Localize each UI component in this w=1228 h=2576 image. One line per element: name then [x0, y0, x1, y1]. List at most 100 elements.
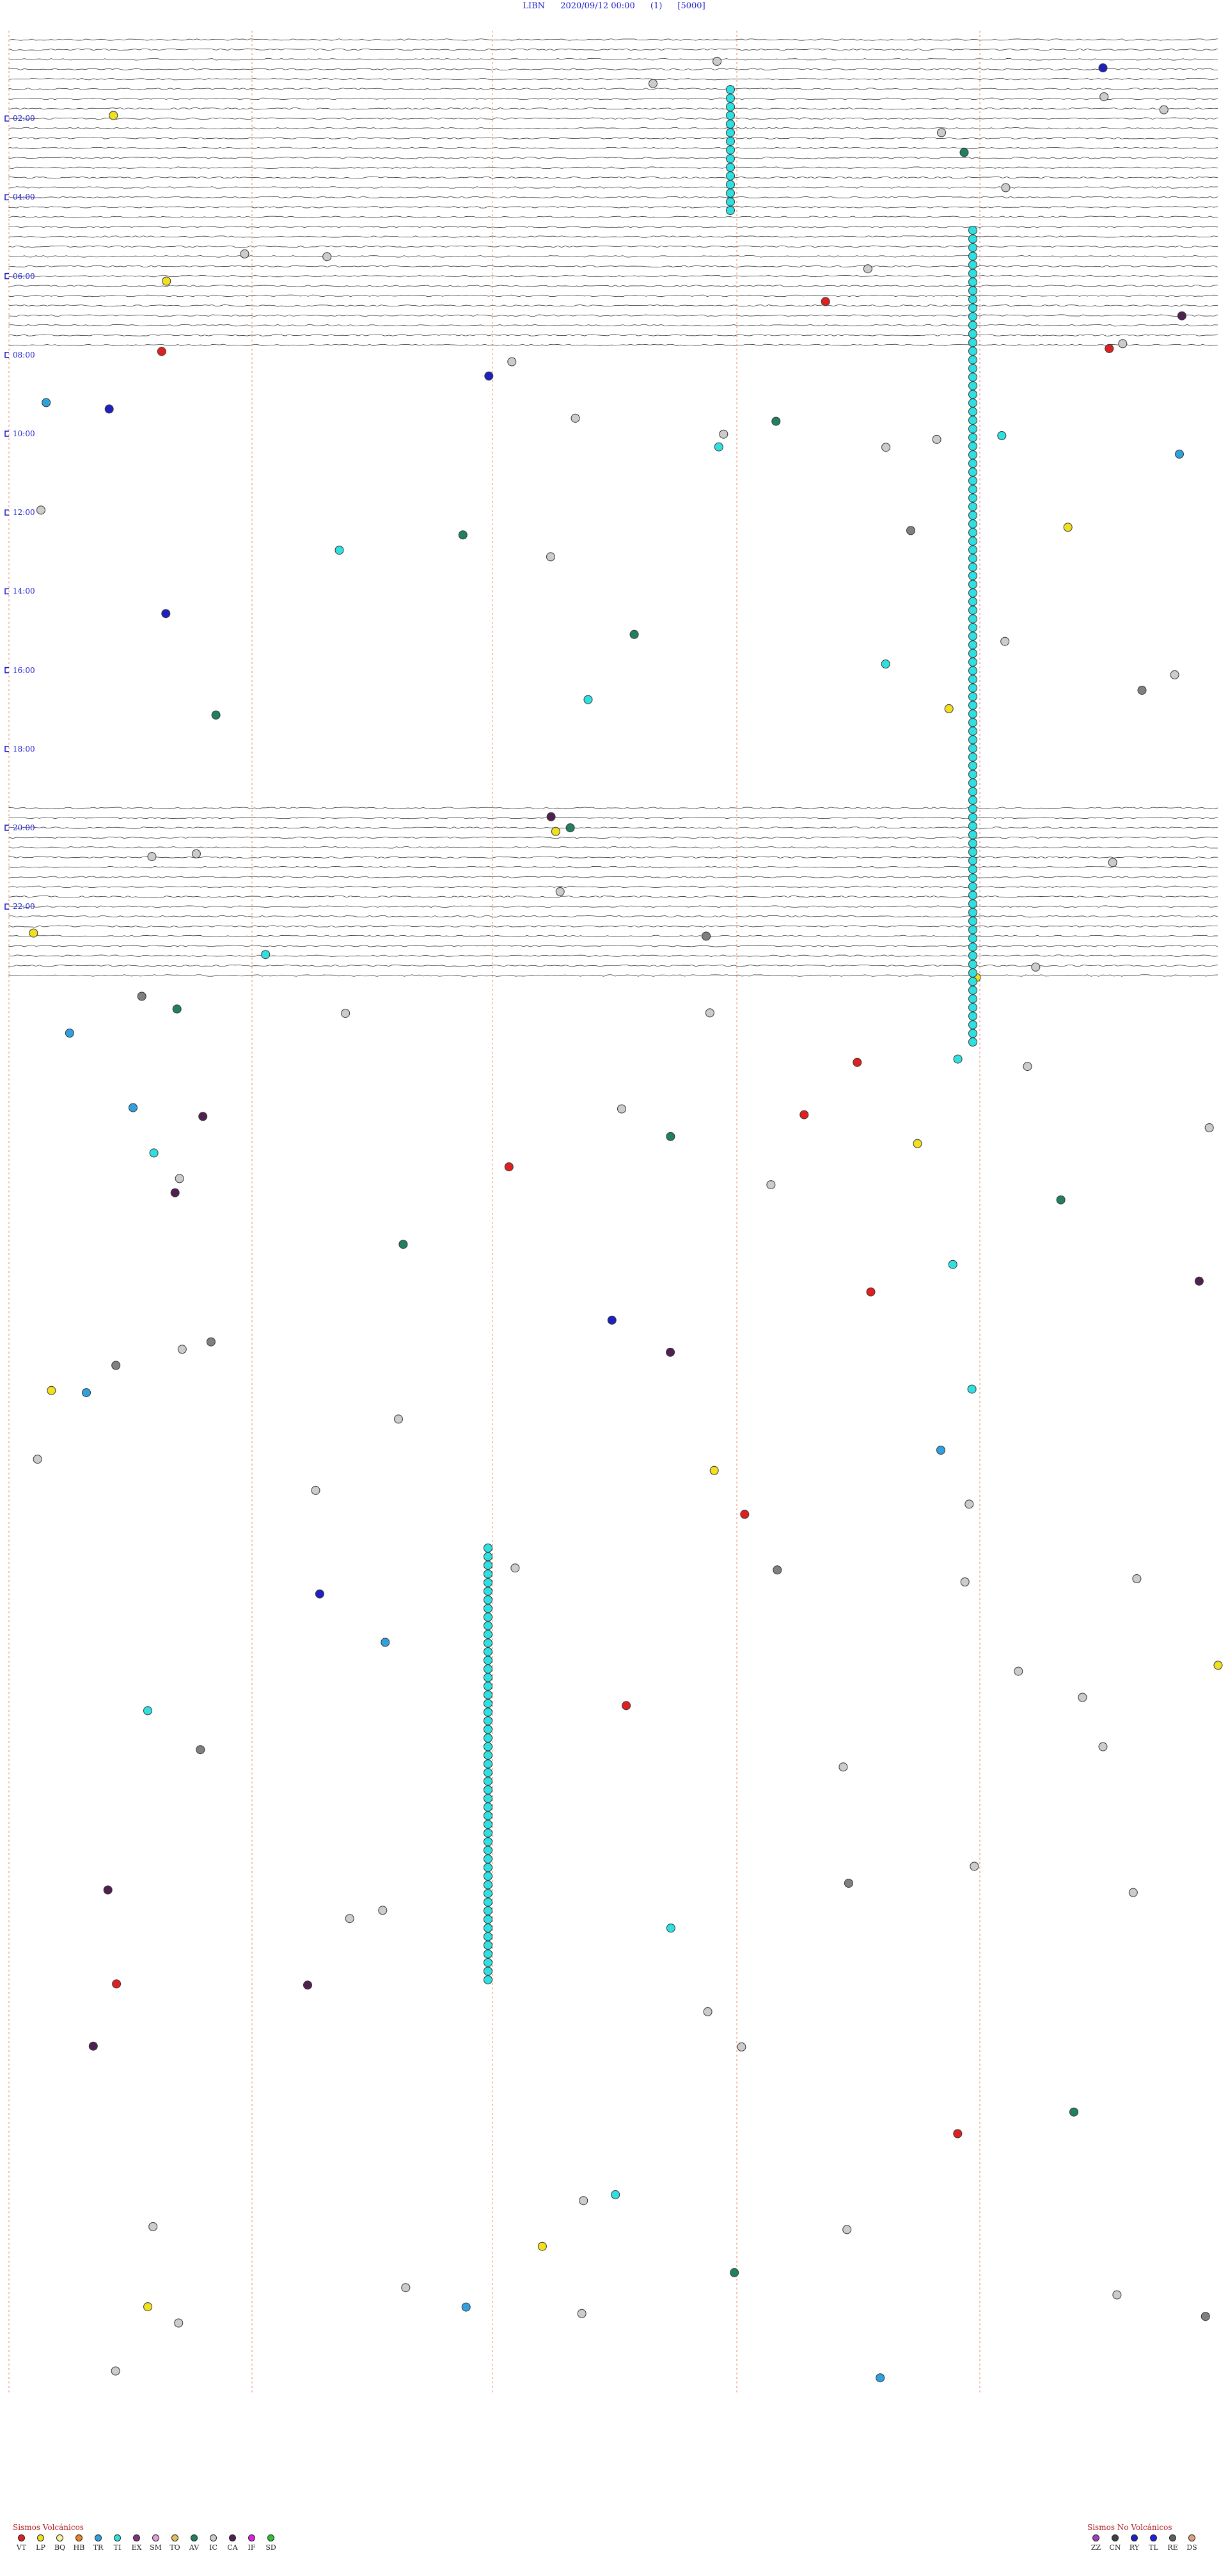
- hour-marker: [4, 588, 9, 595]
- tremor-marker: [968, 856, 977, 865]
- tremor-marker: [968, 752, 977, 762]
- event-marker: [555, 887, 565, 896]
- event-marker: [719, 429, 728, 439]
- event-marker: [162, 276, 171, 286]
- event-marker: [944, 704, 954, 713]
- legend-item: CN: [1106, 2534, 1124, 2552]
- legend-swatch: [1150, 2534, 1157, 2541]
- hour-marker: [4, 115, 9, 122]
- event-marker: [766, 1180, 776, 1190]
- event-marker: [1069, 2107, 1078, 2117]
- tremor-marker: [968, 329, 977, 338]
- tremor-marker: [484, 1949, 492, 1959]
- trace-line: [8, 954, 1218, 957]
- hour-label: 20:00: [13, 823, 35, 832]
- event-marker: [932, 434, 941, 444]
- tremor-marker: [968, 502, 977, 511]
- tremor-marker: [968, 312, 977, 321]
- trace-line: [8, 826, 1218, 829]
- tremor-marker: [968, 631, 977, 641]
- tremor-marker: [484, 1613, 492, 1622]
- legend-code: TR: [93, 2543, 104, 2552]
- tremor-marker: [968, 597, 977, 606]
- event-marker: [240, 249, 249, 258]
- trace-line: [8, 216, 1218, 218]
- event-marker: [1105, 344, 1114, 353]
- tremor-marker: [968, 709, 977, 718]
- tremor-marker: [484, 1716, 492, 1725]
- trace-line: [8, 876, 1218, 878]
- tremor-marker: [968, 433, 977, 442]
- event-marker: [1112, 2290, 1122, 2300]
- legend-swatch: [95, 2534, 102, 2541]
- tremor-marker: [484, 1863, 492, 1872]
- event-marker: [111, 1361, 121, 1370]
- tremor-marker: [484, 1673, 492, 1682]
- trace-line: [8, 915, 1218, 918]
- trace-line: [8, 344, 1218, 347]
- legend-volcanic-title: Sismos Volcánicos: [13, 2523, 84, 2532]
- tremor-marker: [484, 1975, 492, 1984]
- legend-swatch: [1169, 2534, 1176, 2541]
- tremor-marker: [968, 381, 977, 390]
- legend-code: IC: [209, 2543, 217, 2552]
- tremor-marker: [968, 251, 977, 261]
- event-marker: [913, 1139, 922, 1148]
- event-marker: [906, 526, 915, 535]
- trace-line: [8, 807, 1218, 809]
- trace-line: [8, 885, 1218, 889]
- event-marker: [104, 404, 114, 414]
- tremor-marker: [484, 1966, 492, 1976]
- tremor-marker: [968, 269, 977, 278]
- event-marker: [36, 505, 45, 515]
- event-marker: [844, 1879, 853, 1888]
- tremor-marker: [968, 519, 977, 528]
- tremor-marker: [484, 1828, 492, 1838]
- legend-code: AV: [189, 2543, 200, 2552]
- event-marker: [666, 1347, 675, 1357]
- event-marker: [1170, 670, 1179, 679]
- tremor-marker: [484, 1690, 492, 1700]
- tremor-marker: [968, 718, 977, 727]
- event-marker: [1014, 1666, 1023, 1676]
- legend-code: CN: [1109, 2543, 1121, 2552]
- event-marker: [47, 1386, 56, 1395]
- tremor-marker: [968, 243, 977, 252]
- event-marker: [936, 1446, 945, 1455]
- event-marker: [143, 2302, 153, 2312]
- event-marker: [1177, 311, 1186, 320]
- tremor-marker: [484, 1664, 492, 1673]
- trace-line: [8, 88, 1218, 90]
- event-marker: [712, 56, 722, 66]
- event-marker: [740, 1510, 750, 1519]
- event-marker: [143, 1706, 152, 1716]
- event-marker: [546, 812, 556, 821]
- tremor-marker: [968, 796, 977, 805]
- legend-swatch: [114, 2534, 121, 2541]
- event-marker: [111, 2366, 120, 2376]
- tremor-marker: [968, 761, 977, 770]
- tremor-marker: [968, 234, 977, 244]
- legend-item: BQ: [51, 2534, 68, 2552]
- tremor-marker: [968, 614, 977, 624]
- event-marker: [577, 2309, 586, 2318]
- legend-swatch: [1131, 2534, 1138, 2541]
- tremor-marker: [968, 355, 977, 365]
- tremor-marker: [968, 1011, 977, 1021]
- tremor-marker: [484, 1924, 492, 1932]
- tremor-marker: [484, 1776, 492, 1786]
- tremor-marker: [484, 1544, 492, 1553]
- tremor-marker: [968, 839, 977, 848]
- event-marker: [863, 264, 872, 274]
- event-marker: [1108, 858, 1117, 867]
- trace-line: [8, 255, 1218, 258]
- tremor-marker: [968, 372, 977, 382]
- event-marker: [82, 1388, 91, 1398]
- event-marker: [629, 629, 639, 639]
- event-marker: [1175, 449, 1184, 459]
- event-marker: [103, 1885, 113, 1895]
- event-marker: [1137, 686, 1147, 695]
- tremor-marker: [968, 830, 977, 839]
- trace-line: [8, 865, 1218, 869]
- tremor-marker: [968, 951, 977, 960]
